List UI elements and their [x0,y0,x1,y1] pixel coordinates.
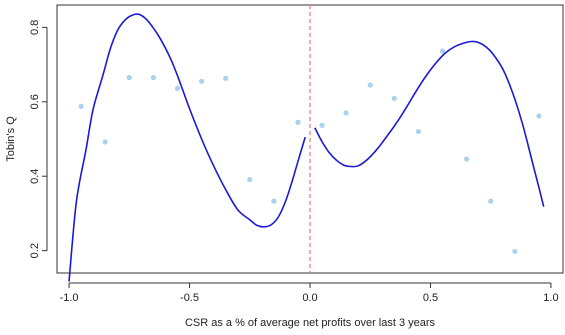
data-point [488,198,494,204]
data-point [415,128,422,135]
y-axis: 0.2 0.4 0.6 0.8 [29,20,48,258]
y-tick-label: 0.6 [29,94,41,109]
data-point [126,74,132,81]
x-tick-label: -0.5 [180,292,199,304]
y-tick-label: 0.2 [29,243,41,258]
x-axis: -1.0 -0.5 0.0 0.5 1.0 [60,282,559,304]
fit-curves-layer [68,13,545,282]
data-point [271,198,277,204]
data-point [319,122,325,128]
data-point [536,113,542,119]
x-tick-label: 0.0 [302,292,317,304]
data-point [367,82,373,88]
x-axis-title: CSR as a % of average net profits over l… [185,317,436,329]
data-point [150,74,156,81]
data-point [78,103,84,109]
data-point [439,48,446,54]
data-point [343,110,349,116]
data-point [198,78,205,84]
data-point [391,95,397,102]
data-point [247,176,253,183]
data-point [223,75,229,81]
x-tick-label: -1.0 [60,292,79,304]
data-point [464,156,470,162]
data-point [102,139,108,145]
y-tick-label: 0.4 [29,169,41,184]
data-point [512,248,518,255]
y-tick-label: 0.8 [29,20,41,35]
data-point [295,119,301,125]
data-point [174,85,181,91]
x-tick-label: 0.5 [423,292,438,304]
fit-curve-right [314,40,545,207]
points-layer [78,48,542,255]
y-axis-title: Tobin's Q [5,116,17,162]
x-tick-label: 1.0 [543,292,558,304]
fit-curve-left [68,13,306,282]
